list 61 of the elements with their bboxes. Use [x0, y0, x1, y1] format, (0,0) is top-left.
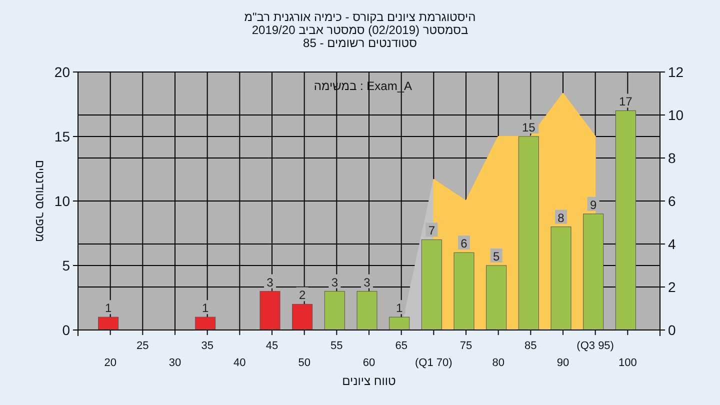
x-tick-label: 65	[395, 340, 408, 352]
data-label: 1	[104, 301, 112, 316]
bar	[195, 316, 216, 330]
bar	[486, 265, 507, 330]
bar	[550, 226, 572, 330]
bar	[518, 136, 539, 330]
y2-tick-label: 0	[668, 322, 676, 338]
y2-tick-label: 2	[668, 279, 676, 295]
bar	[260, 291, 280, 330]
bar	[583, 214, 604, 330]
bar	[454, 252, 474, 330]
x-tick-label: 50	[298, 357, 310, 369]
data-label: 1	[202, 301, 209, 316]
x-tick-label: 45	[266, 340, 278, 352]
data-label: 9	[590, 198, 597, 212]
bar	[389, 316, 410, 330]
y-tick-label: 15	[54, 128, 70, 144]
bar	[324, 291, 345, 330]
x-tick-label: (Q3 95)	[576, 340, 614, 352]
bar	[98, 316, 119, 330]
bar	[356, 291, 378, 330]
x-axis-title: טווח ציונים	[342, 374, 396, 388]
x-tick-label: 35	[201, 340, 214, 352]
x-tick-label: 75	[460, 340, 472, 352]
y-tick-label: 20	[54, 64, 70, 80]
x-tick-label: 30	[168, 357, 182, 369]
y-axis-title: מספר סטודנטים	[33, 160, 47, 242]
y2-tick-label: 10	[668, 107, 684, 123]
y2-tick-label: 12	[668, 64, 684, 80]
data-label: 6	[460, 236, 468, 251]
chart-title: היסטוגרמת ציונים בקורס - כימיה אורגנית רב"מ	[244, 10, 476, 24]
data-label: 3	[266, 275, 274, 290]
y2-tick-label: 4	[668, 236, 676, 252]
x-tick-label: 80	[492, 357, 504, 369]
y2-tick-label: 6	[668, 193, 676, 209]
bar	[421, 239, 442, 330]
bar	[292, 304, 313, 330]
x-tick-label: 25	[136, 340, 149, 352]
x-tick-label: 20	[104, 357, 116, 369]
y-tick-label: 0	[62, 322, 70, 338]
data-label: 8	[558, 210, 565, 225]
chart-subtitle: בסמסטר (02/2019) סמסטר אביב 2019/20 סטודנטים רשומים - 85	[252, 23, 468, 50]
data-label: 7	[428, 224, 436, 238]
data-label: 15	[522, 120, 536, 134]
x-tick-label: 100	[618, 357, 637, 369]
x-tick-label: 85	[524, 340, 537, 352]
x-tick-label: 55	[330, 340, 343, 352]
y2-tick-label: 8	[668, 150, 676, 166]
x-tick-label: 40	[234, 357, 246, 369]
data-label: 17	[618, 94, 633, 109]
data-label: 1	[396, 301, 403, 316]
data-label: 3	[364, 275, 371, 290]
x-tick-label: 60	[362, 357, 376, 369]
y-tick-label: 5	[62, 258, 70, 274]
y-tick-label: 10	[54, 193, 70, 209]
data-label: 5	[492, 250, 500, 264]
data-label: 3	[331, 275, 338, 290]
x-tick-label: (Q1 70)	[415, 357, 452, 369]
data-label: 2	[298, 288, 306, 302]
bar	[615, 110, 636, 330]
x-tick-label: 90	[556, 357, 570, 369]
